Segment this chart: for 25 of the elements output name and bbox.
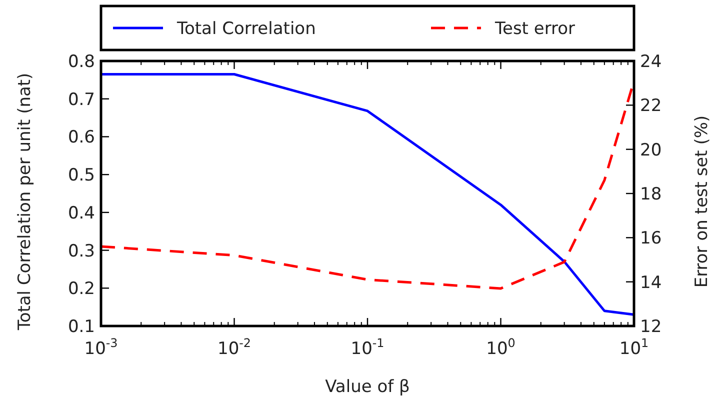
y-tick-label: 0.8 <box>68 52 95 72</box>
y-tick-label: 0.2 <box>68 279 95 300</box>
y-tick-label: 0.6 <box>68 128 95 148</box>
y-tick-label: 0.5 <box>68 166 95 186</box>
y2-tick-label: 14 <box>640 272 662 293</box>
x-tick-label: 10$^{-1}$ <box>350 336 384 359</box>
y-axis-title: Total Correlation per unit (nat) <box>15 72 35 332</box>
legend-label: Total Correlation <box>176 19 316 39</box>
x-tick-label: 10$^{1}$ <box>619 336 649 359</box>
y-tick-label: 0.7 <box>68 90 95 110</box>
y2-tick-label: 18 <box>640 184 662 204</box>
y2-tick-label: 12 <box>640 317 662 337</box>
x-tick-label: 10$^{0}$ <box>486 336 516 359</box>
y2-tick-label: 16 <box>640 228 662 249</box>
y2-tick-label: 22 <box>640 96 662 116</box>
x-tick-label: 10$^{-3}$ <box>84 336 118 359</box>
y2-tick-label: 24 <box>640 52 662 72</box>
y-tick-label: 0.3 <box>68 241 95 262</box>
y2-tick-label: 20 <box>640 140 662 160</box>
y-tick-label: 0.4 <box>68 203 95 224</box>
x-tick-label: 10$^{-2}$ <box>218 336 251 359</box>
legend-label: Test error <box>494 19 576 39</box>
y-tick-label: 0.1 <box>68 317 95 337</box>
y2-axis-title: Error on test set (%) <box>692 115 712 288</box>
x-axis-title: Value of β <box>325 377 410 397</box>
